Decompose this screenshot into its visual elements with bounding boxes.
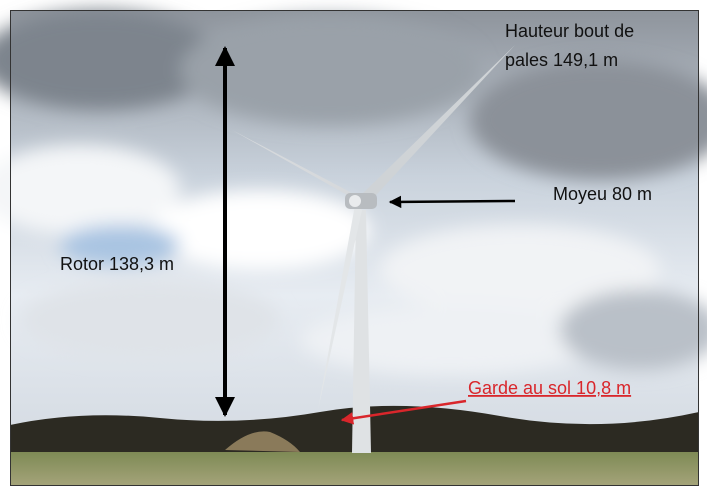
blade xyxy=(318,205,362,410)
frame xyxy=(10,10,699,486)
tip-height-label: Hauteur bout de xyxy=(505,21,634,41)
rotor-label: Rotor 138,3 m xyxy=(60,254,174,274)
wind-turbine xyxy=(232,45,515,453)
hub xyxy=(349,195,361,207)
blade xyxy=(232,130,356,200)
blade xyxy=(360,45,515,206)
clearance-arrow xyxy=(340,399,467,425)
hub-arrow xyxy=(388,195,516,209)
photo xyxy=(0,10,707,486)
annotations: Hauteur bout de pales 149,1 m Moyeu 80 m… xyxy=(60,21,652,425)
field xyxy=(10,452,699,486)
tower xyxy=(352,210,371,453)
hub-label: Moyeu 80 m xyxy=(553,184,652,204)
mound xyxy=(225,431,300,452)
tip-height-label: pales 149,1 m xyxy=(505,50,618,70)
ground-clearance-label: Garde au sol 10,8 m xyxy=(468,378,631,398)
